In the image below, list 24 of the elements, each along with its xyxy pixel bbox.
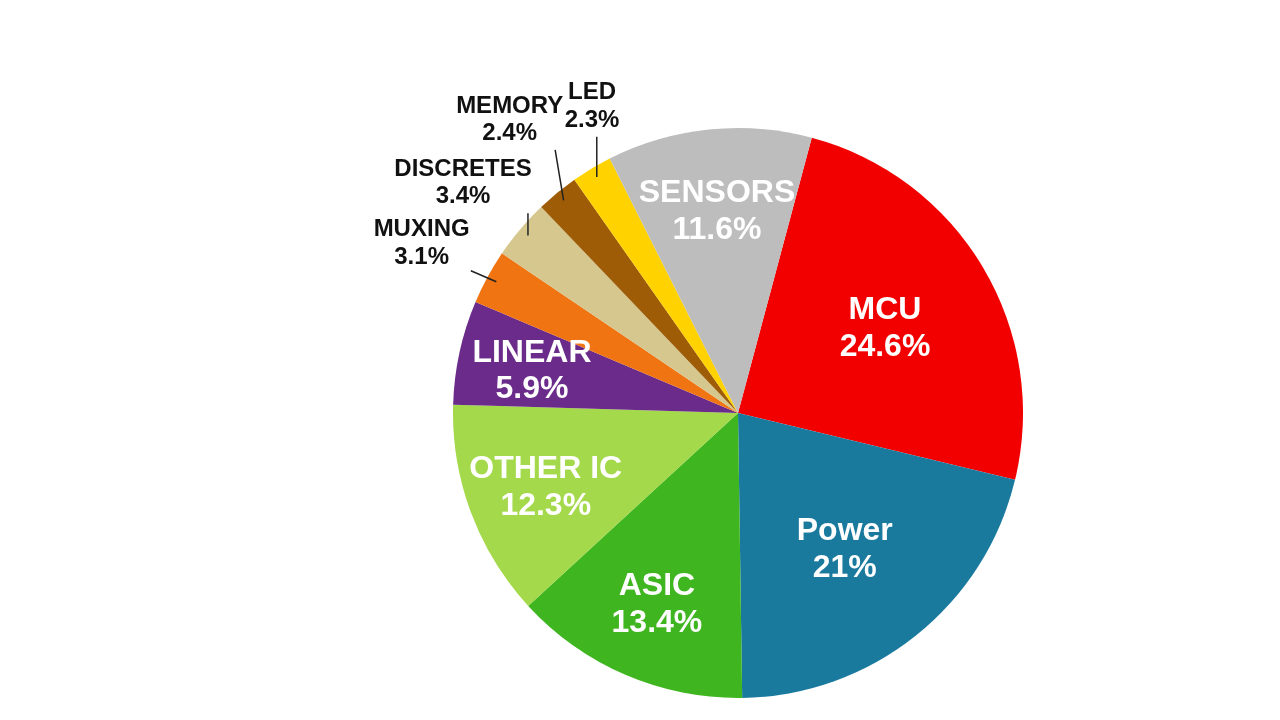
data-label: 11.6%: [672, 210, 762, 247]
slice-label: MUXING: [373, 214, 470, 242]
data-label: 21%: [812, 547, 877, 584]
slice-label: DISCRETES: [394, 153, 532, 181]
slice-label: Power: [796, 511, 893, 548]
data-label: 24.6%: [839, 327, 931, 364]
slice-label: SENSORS: [638, 173, 796, 210]
pie-slice: [475, 253, 738, 413]
data-label: 3.1%: [394, 242, 449, 270]
slice-label: OTHER IC: [469, 449, 623, 486]
data-label: 3.4%: [435, 181, 491, 209]
slice-label: LINEAR: [472, 332, 592, 369]
pie-slice: [609, 128, 812, 413]
slice-label: ASIC: [618, 566, 696, 603]
slice-label: LED: [568, 77, 617, 105]
data-label: 2.3%: [564, 104, 620, 132]
data-label: 12.3%: [500, 486, 592, 523]
data-label: 2.4%: [482, 118, 538, 146]
slice-label: MEMORY: [456, 90, 564, 118]
data-label: 13.4%: [611, 602, 703, 639]
data-label: 5.9%: [495, 369, 569, 406]
pie-slice: [453, 404, 738, 606]
slice-label: MCU: [848, 290, 922, 327]
pie-slice: [738, 413, 1016, 698]
